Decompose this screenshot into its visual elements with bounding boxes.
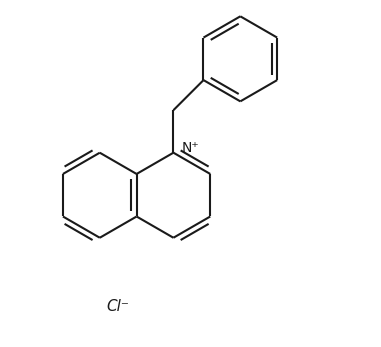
Text: Cl⁻: Cl⁻ — [106, 299, 129, 314]
Text: N⁺: N⁺ — [181, 141, 199, 155]
